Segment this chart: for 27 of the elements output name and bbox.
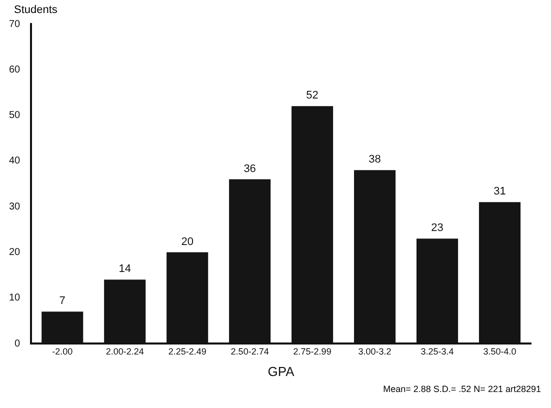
x-tick-label: 2.00-2.24 [106, 346, 144, 356]
y-tick-label: 30 [9, 201, 21, 212]
data-label: 52 [306, 90, 318, 102]
x-tick-label: 2.25-2.49 [168, 346, 206, 356]
data-label: 31 [494, 186, 506, 198]
y-tick-label: 60 [9, 64, 21, 76]
data-label: 38 [368, 154, 381, 166]
x-tick-label: 3.00-3.2 [358, 346, 392, 356]
x-tick-label: 3.50-4.0 [483, 346, 516, 356]
x-tick-label: 3.25-3.4 [420, 346, 454, 356]
y-tick-label: 0 [14, 338, 21, 350]
y-tick-label: 40 [9, 156, 21, 167]
y-tick-label: 50 [9, 110, 21, 122]
x-tick-label: 2.50-2.74 [230, 346, 269, 356]
x-axis-title: GPA [268, 364, 295, 379]
data-label: 14 [118, 263, 131, 276]
x-tick-label: 2.75-2.99 [293, 346, 332, 356]
data-label: 7 [59, 295, 66, 308]
y-tick-label: 10 [9, 292, 21, 304]
x-tick-label: -2.00 [52, 346, 73, 356]
y-tick-label: 20 [9, 247, 21, 258]
data-label: 20 [181, 236, 194, 248]
y-axis-title: Students [14, 4, 58, 16]
y-tick-label: 70 [9, 18, 21, 30]
data-label: 23 [431, 222, 444, 234]
data-label: 36 [244, 162, 256, 175]
text: Mean= 2.88 S.D.= .52 N= 221 art28291 [383, 384, 541, 394]
